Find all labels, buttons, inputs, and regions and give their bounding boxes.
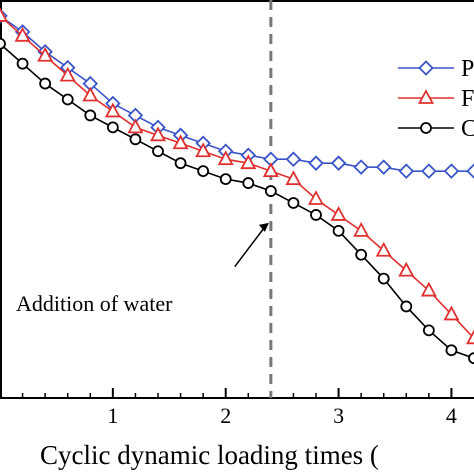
x-axis-title: Cyclic dynamic loading times ( [40, 440, 379, 470]
triangle-marker [420, 281, 437, 297]
legend-item: F [398, 86, 474, 112]
circle-marker [152, 145, 164, 158]
circle-marker [106, 121, 119, 134]
legend-label: C [461, 116, 474, 142]
triangle-marker [37, 46, 54, 62]
legend-label: P [461, 56, 474, 82]
annotation-text: Addition of water [16, 291, 173, 316]
circle-marker [422, 324, 435, 337]
triangle-marker [149, 126, 167, 142]
legend-item: C [398, 116, 474, 142]
legend-item: P [398, 56, 474, 82]
annotation-layer: Addition of water [16, 222, 269, 316]
triangle-marker [0, 7, 9, 22]
circle-marker [197, 165, 210, 178]
triangle-marker [172, 134, 189, 150]
triangle-marker [217, 150, 234, 166]
diamond-marker [330, 155, 347, 171]
diamond-marker [421, 163, 437, 179]
series-circle [0, 37, 474, 365]
diamond-marker [418, 60, 434, 76]
series-diamond [0, 8, 474, 179]
circle-marker [219, 173, 232, 186]
triangle-marker [330, 206, 347, 221]
triangle-marker [104, 102, 121, 118]
triangle-marker [353, 221, 370, 237]
circle-marker [332, 224, 345, 237]
circle-marker [39, 77, 52, 90]
legend-label: F [461, 86, 474, 112]
triangle-marker [465, 329, 474, 345]
circle-marker [129, 133, 142, 146]
triangle-marker [285, 170, 302, 186]
diamond-marker [375, 159, 392, 175]
legend: PFC [398, 56, 474, 142]
circle-marker [445, 344, 458, 357]
circle-marker [84, 109, 97, 122]
triangle-marker [443, 305, 460, 321]
annotation-arrow-head [258, 222, 269, 232]
series-triangle [0, 7, 474, 345]
annotation-arrow-shaft [234, 226, 266, 268]
diamond-marker [353, 159, 369, 175]
circle-marker [16, 57, 29, 70]
series-layer [0, 7, 474, 365]
diamond-marker [398, 163, 415, 179]
triangle-marker [417, 89, 435, 104]
circle-marker [242, 177, 255, 189]
triangle-marker [398, 261, 415, 277]
triangle-marker [262, 162, 279, 178]
diamond-marker [443, 163, 460, 179]
circle-marker [400, 300, 413, 313]
triangle-marker [14, 26, 31, 42]
series-line [0, 15, 474, 339]
circle-marker [468, 352, 474, 365]
circle-marker [310, 209, 322, 221]
triangle-marker [307, 190, 325, 205]
triangle-marker [240, 154, 257, 170]
circle-marker [355, 248, 368, 261]
circle-marker [420, 122, 432, 134]
series-line [0, 43, 474, 359]
circle-marker [287, 197, 300, 209]
circle-marker [174, 157, 187, 170]
triangle-marker [195, 142, 212, 158]
diamond-marker [308, 155, 324, 171]
x-tick-label: 4 [446, 403, 457, 428]
triangle-marker [82, 86, 99, 102]
x-tick-label: 3 [333, 403, 344, 428]
diamond-marker [466, 163, 474, 179]
series-line [0, 15, 474, 172]
diamond-marker [285, 151, 302, 167]
triangle-marker [375, 241, 392, 257]
circle-marker [0, 37, 6, 50]
circle-marker [61, 93, 74, 106]
circle-marker [264, 185, 277, 197]
circle-marker [377, 272, 390, 285]
x-tick-label: 2 [220, 403, 231, 428]
triangle-marker [127, 118, 144, 134]
triangle-marker [59, 66, 76, 82]
x-tick-label: 1 [107, 403, 118, 428]
